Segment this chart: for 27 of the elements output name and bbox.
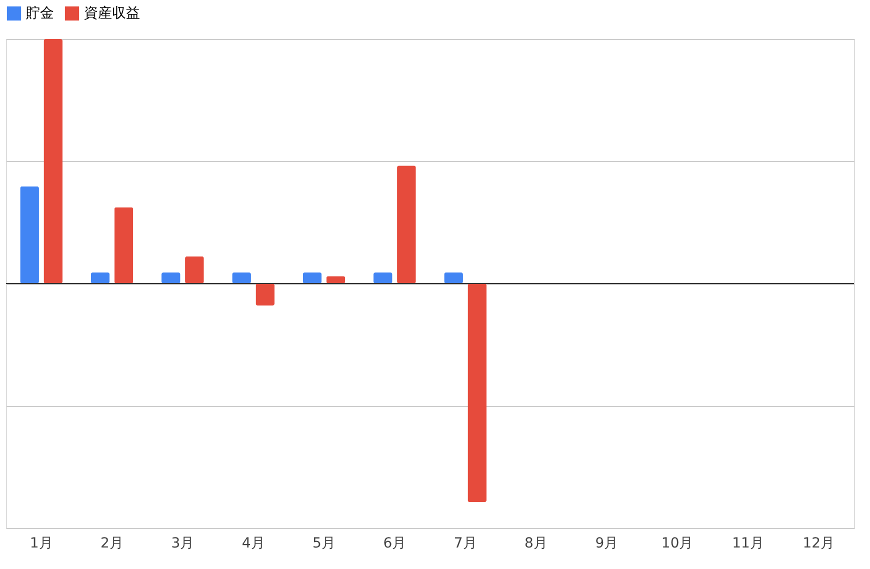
bar — [256, 284, 275, 306]
bar — [232, 272, 251, 284]
x-tick-label: 3月 — [171, 536, 194, 552]
x-tick-label: 1月 — [30, 536, 53, 552]
bar — [161, 272, 180, 284]
bar — [20, 186, 39, 284]
bar — [397, 166, 416, 284]
bar — [302, 272, 322, 284]
x-tick-label: 6月 — [383, 536, 406, 552]
x-tick-label: 12月 — [802, 536, 835, 552]
x-tick-label: 9月 — [595, 536, 618, 552]
bar — [44, 39, 63, 284]
x-tick-label: 2月 — [100, 536, 124, 552]
x-tick-label: 10月 — [661, 536, 694, 552]
bar — [114, 207, 134, 284]
x-tick-label: 4月 — [242, 536, 265, 552]
x-tick-label: 8月 — [524, 536, 548, 552]
bar — [373, 272, 392, 284]
x-tick-label: 7月 — [454, 536, 477, 552]
x-tick-label: 5月 — [312, 536, 336, 552]
bar — [185, 256, 204, 284]
x-tick-label: 11月 — [732, 536, 764, 552]
bar — [468, 284, 487, 502]
bar — [444, 272, 463, 284]
bar — [90, 272, 110, 284]
legend-label: 貯金 — [26, 5, 54, 22]
legend-label: 資産収益 — [84, 5, 140, 22]
